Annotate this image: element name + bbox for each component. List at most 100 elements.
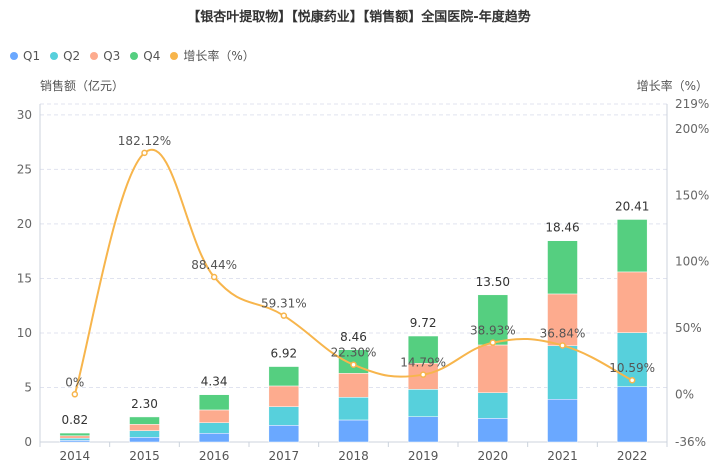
bar-q3 [338,373,369,398]
y2-tick-label: -36% [675,435,706,449]
y2-tick-label: 100% [675,255,709,269]
y-tick-label: 20 [17,217,32,231]
x-tick-label: 2021 [547,449,578,463]
bar-q1 [268,425,300,443]
x-tick-label: 2016 [199,449,230,463]
legend-item-q3[interactable]: Q3 [90,47,120,64]
total-label: 18.46 [545,221,579,235]
growth-point [280,312,288,319]
x-tick-label: 2020 [478,449,509,463]
growth-point [419,371,427,378]
y-tick-label: 10 [17,326,32,340]
legend-item-growth[interactable]: 增长率（%） [170,47,255,64]
growth-point [71,391,79,398]
bar-q3 [477,344,509,393]
y-axis-title: 销售额（亿元） [40,79,125,93]
legend-dot-icon [50,51,59,60]
growth-line [73,148,633,395]
bar-q2 [338,397,369,421]
bar-q3 [616,271,648,333]
bar-q2 [268,406,300,426]
growth-point [628,376,636,384]
x-tick-label: 2018 [338,449,369,463]
growth-label: 0% [65,375,84,389]
growth-point [141,149,148,157]
bar-q3 [59,435,91,439]
legend-label: Q4 [143,48,161,63]
legend: Q1 Q2 Q3 Q4 增长率（%） [10,47,255,64]
y2-tick-label: 200% [675,122,709,136]
legend-dot-icon [170,51,179,60]
total-label: 20.41 [615,199,649,213]
growth-point [350,361,357,368]
growth-point [210,273,218,281]
total-label: 4.34 [201,375,228,389]
growth-label: 88.44% [191,258,237,272]
bar-q1 [338,419,369,443]
growth-point [559,342,566,349]
growth-point [489,339,497,346]
x-tick-label: 2019 [408,449,439,463]
legend-label: Q1 [23,48,41,63]
chart-title: 【银杏叶提取物】【悦康药业】【销售额】全国医院-年度趋势 [187,10,531,25]
y2-tick-label: 0% [675,387,694,401]
y2-tick-label: 50% [675,321,702,335]
bar-q2 [547,345,578,400]
total-label: 9.72 [410,316,437,330]
total-label: 0.82 [61,413,88,427]
legend-item-q1[interactable]: Q1 [10,47,40,64]
total-label: 2.30 [131,397,158,411]
bar-q4 [268,366,300,387]
bar-q4 [198,394,230,411]
growth-label: 36.84% [540,326,586,340]
bar-q1 [616,386,648,443]
growth-label: 10.59% [609,361,655,375]
bar-q3 [268,385,300,407]
bar-q1 [129,437,160,443]
y-tick-label: 30 [17,108,32,122]
legend-dot-icon [10,51,18,60]
bar-q4 [547,240,578,295]
growth-label: 22.30% [331,346,377,360]
x-tick-label: 2014 [60,449,91,463]
bar-q1 [547,399,578,443]
growth-label: 14.79% [400,356,446,370]
y2-tick-label: 150% [675,188,709,202]
bar-q2 [198,422,230,434]
growth-label: 182.12% [118,134,171,148]
bar-q4 [407,335,439,364]
total-label: 13.50 [476,275,510,289]
y2-axis-title: 增长率（%） [636,79,708,93]
legend-item-q4[interactable]: Q4 [130,47,160,64]
legend-label: Q3 [103,48,121,63]
x-tick-label: 2022 [617,449,648,463]
y-tick-label: 15 [17,271,32,285]
bar-q2 [129,430,160,438]
growth-label: 38.93% [470,324,516,338]
bar-q1 [477,418,509,443]
x-tick-label: 2015 [129,449,160,463]
growth-label: 59.31% [261,297,307,311]
legend-item-q2[interactable]: Q2 [50,47,80,64]
bar-q4 [477,294,509,346]
bar-q4 [129,416,160,425]
legend-dot-icon [130,51,139,60]
legend-dot-icon [90,51,99,60]
total-label: 6.92 [270,347,297,361]
bar-q3 [198,409,230,423]
legend-label: Q2 [63,48,81,63]
legend-label: 增长率（%） [183,49,255,63]
y-tick-label: 0 [24,435,32,449]
bar-q2 [477,392,509,419]
x-tick-label: 2017 [269,449,300,463]
bar-q3 [129,424,160,431]
y-tick-label: 5 [24,380,32,394]
y-tick-label: 25 [17,162,32,176]
bar-q1 [407,416,439,443]
bar-q2 [407,389,439,417]
bar-q4 [59,432,91,437]
bar-q1 [198,433,230,443]
bar-q2 [59,437,91,441]
bar-q4 [616,219,648,273]
